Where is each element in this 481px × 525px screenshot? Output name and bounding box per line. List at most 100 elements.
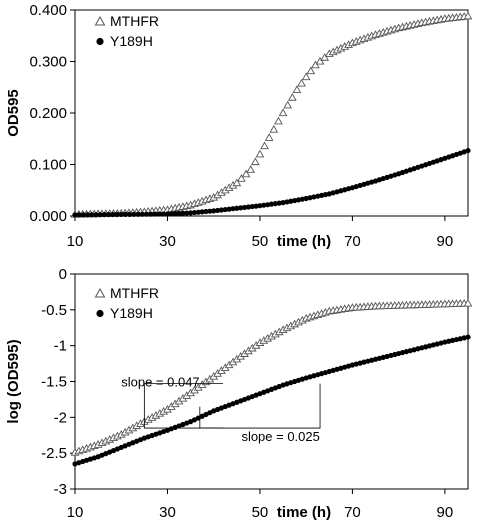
data-point — [318, 192, 325, 198]
data-point — [297, 78, 306, 87]
y-tick-label: -1 — [54, 338, 67, 355]
slope-bracket — [199, 383, 321, 429]
data-point — [246, 165, 256, 173]
y-tick-label: -2.5 — [41, 445, 67, 462]
data-point — [274, 116, 283, 125]
data-point — [187, 210, 194, 216]
x-tick-label: 10 — [67, 233, 84, 250]
data-point — [143, 211, 150, 217]
y-tick-label: -3 — [54, 481, 67, 498]
data-point — [284, 199, 290, 205]
data-point — [118, 211, 124, 218]
data-point — [278, 108, 288, 117]
y-tick-label: -0.5 — [41, 302, 67, 319]
data-point — [269, 124, 279, 133]
data-point — [114, 211, 120, 218]
x-tick-label: 30 — [159, 233, 176, 250]
data-point — [214, 207, 221, 214]
data-point — [260, 141, 269, 150]
x-tick-label: 90 — [437, 233, 454, 250]
data-point — [180, 210, 186, 216]
data-point — [160, 211, 166, 217]
data-point — [268, 201, 275, 207]
x-axis-label: time (h) — [277, 504, 331, 521]
data-point — [299, 196, 305, 202]
data-point — [315, 193, 321, 199]
data-point — [80, 212, 87, 218]
data-point — [230, 206, 236, 212]
data-point — [76, 212, 82, 218]
data-point — [184, 210, 190, 216]
legend-label: MTHFR — [110, 13, 159, 29]
data-point — [176, 210, 182, 217]
legend-label: Y189H — [110, 305, 153, 321]
series-y189h — [72, 334, 471, 467]
data-point — [72, 212, 78, 218]
y-tick-label: 0.200 — [29, 105, 67, 122]
x-axis-label: time (h) — [277, 233, 331, 250]
data-point — [287, 93, 297, 101]
data-point — [303, 195, 309, 202]
data-point — [272, 201, 278, 207]
data-point — [164, 211, 171, 217]
data-point — [122, 211, 129, 218]
data-point — [301, 72, 311, 81]
data-point — [292, 197, 298, 204]
data-point — [265, 202, 271, 208]
data-point — [85, 212, 91, 218]
data-point — [320, 53, 330, 61]
data-point — [311, 194, 317, 200]
legend-label: MTHFR — [110, 285, 159, 301]
data-point — [241, 169, 251, 178]
data-point — [222, 206, 228, 213]
slope-annotation-mthfr: slope = 0.047 — [121, 375, 199, 390]
x-tick-label: 50 — [252, 504, 269, 521]
legend-marker — [94, 287, 106, 298]
data-point — [245, 204, 251, 210]
data-point — [280, 200, 286, 206]
data-point — [110, 211, 116, 218]
data-point — [288, 198, 294, 204]
x-tick-label: 50 — [252, 233, 269, 250]
od595-chart: 0.000 0.100 0.200 0.300 0.400 10 30 50 70 90 time … — [5, 2, 473, 250]
data-point — [311, 60, 320, 69]
data-point — [315, 56, 325, 65]
data-point — [238, 205, 244, 211]
data-point — [257, 203, 263, 209]
data-point — [156, 211, 162, 217]
data-point — [97, 212, 103, 218]
y-tick-label: 0.300 — [29, 54, 67, 71]
data-point — [253, 203, 259, 209]
data-point — [195, 209, 201, 215]
data-point — [295, 197, 302, 203]
data-point — [211, 208, 217, 214]
x-tick-label: 70 — [344, 233, 361, 250]
data-point — [306, 66, 316, 75]
legend-marker — [96, 309, 104, 318]
data-point — [199, 209, 205, 215]
data-point — [168, 211, 174, 217]
data-point — [89, 212, 95, 218]
data-point — [131, 211, 137, 217]
data-point — [101, 212, 108, 218]
data-point — [465, 334, 471, 340]
data-point — [283, 100, 293, 109]
data-point — [148, 211, 154, 217]
data-point — [93, 212, 99, 218]
data-point — [135, 211, 141, 217]
data-point — [465, 147, 471, 154]
x-tick-label: 70 — [344, 504, 361, 521]
data-point — [307, 195, 313, 201]
data-point — [172, 210, 178, 217]
data-point — [207, 208, 213, 214]
data-point — [106, 211, 112, 218]
series-y189h — [72, 147, 471, 218]
data-point — [226, 206, 232, 212]
data-point — [249, 203, 255, 210]
data-point — [276, 200, 282, 206]
legend-marker — [94, 15, 106, 26]
data-point — [250, 157, 260, 166]
data-point — [127, 211, 133, 217]
data-point — [463, 298, 473, 307]
